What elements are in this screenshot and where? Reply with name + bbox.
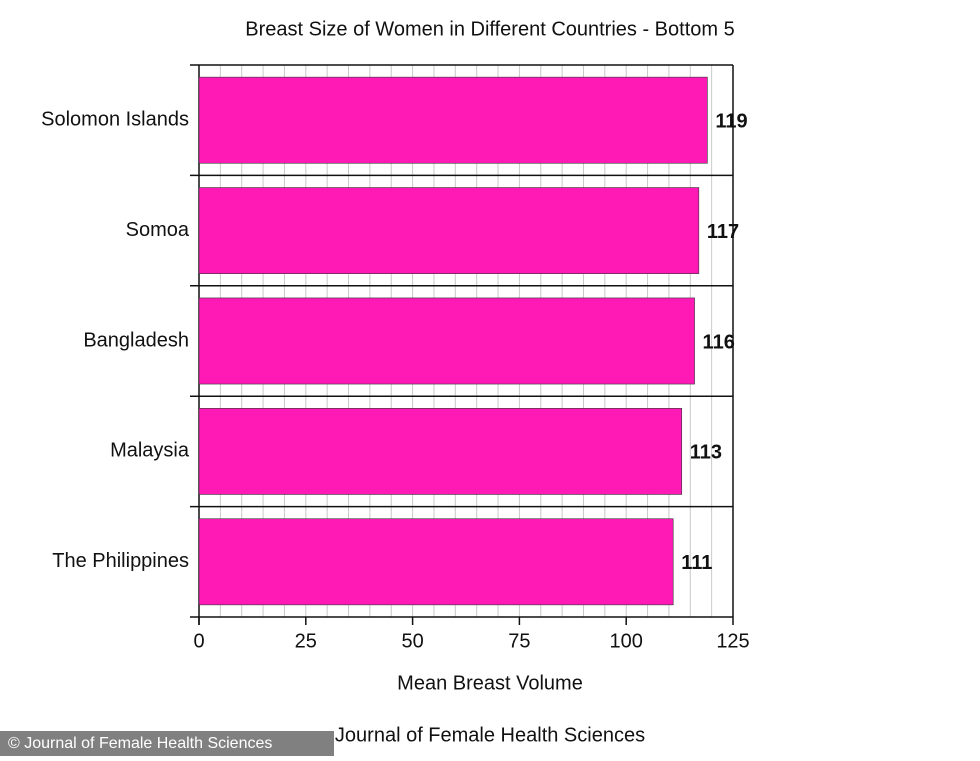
watermark: © Journal of Female Health Sciences [8, 735, 272, 752]
source: Journal of Female Health Sciences [335, 724, 645, 746]
value-label: 116 [703, 331, 735, 353]
watermark-bg [0, 731, 334, 756]
x-tick-label: 25 [295, 630, 317, 652]
y-tick-label: The Philippines [52, 550, 189, 572]
y-tick-label: Bangladesh [83, 329, 189, 351]
bar [198, 297, 695, 385]
bar [198, 408, 683, 495]
bar [198, 187, 700, 274]
x-tick-label: 100 [610, 630, 643, 652]
x-tick-label: 125 [716, 630, 749, 652]
x-tick-label: 0 [193, 630, 204, 652]
x-tick-label: 75 [508, 630, 530, 652]
value-label: 119 [715, 110, 747, 132]
value-label: 117 [707, 221, 739, 243]
value-label: 111 [681, 552, 712, 574]
y-tick-label: Solomon Islands [41, 108, 189, 130]
bar [198, 518, 674, 606]
x-axis-label: Mean Breast Volume [397, 672, 583, 694]
x-tick-label: 50 [401, 630, 423, 652]
y-tick-label: Malaysia [110, 440, 190, 462]
value-label: 113 [690, 442, 722, 464]
y-tick-label: Somoa [126, 219, 190, 241]
bar [198, 76, 708, 164]
chart-title: Breast Size of Women in Different Countr… [245, 18, 734, 40]
